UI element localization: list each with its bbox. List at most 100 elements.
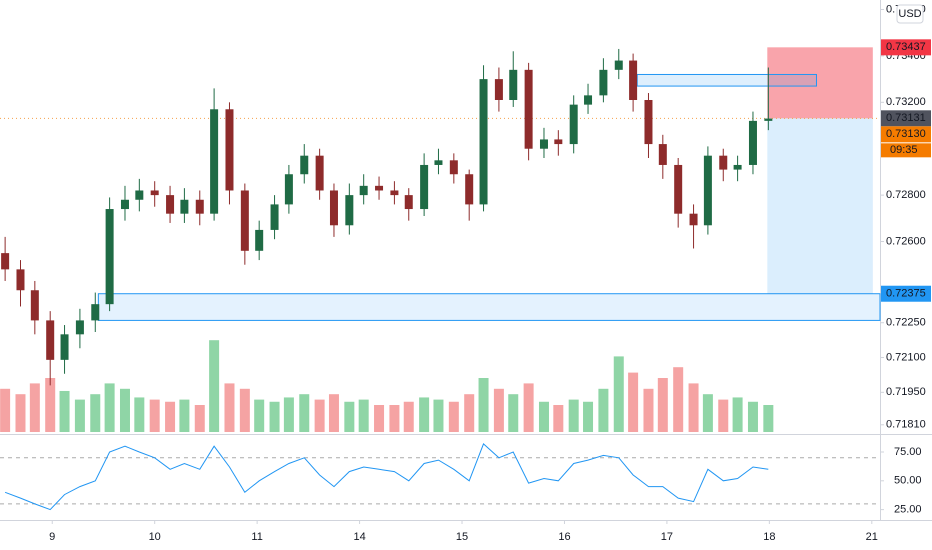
countdown: 09:35 <box>890 144 918 156</box>
entry-label-bg <box>881 110 931 127</box>
volume-bar <box>194 405 205 432</box>
volume-bar <box>239 388 250 432</box>
last-price-label-bg <box>881 126 931 143</box>
candle-body <box>449 160 458 175</box>
volume-bar <box>478 378 489 432</box>
volume-bar <box>583 401 594 432</box>
y-tick-label: 0.72250 <box>886 317 926 329</box>
volume-bar <box>419 397 430 432</box>
candle-body <box>240 190 249 251</box>
candle-body <box>255 229 264 251</box>
rsi-line <box>4 443 769 511</box>
x-tick-label: 21 <box>866 531 878 543</box>
x-tick-label: 14 <box>353 531 365 543</box>
candle-body <box>105 209 114 305</box>
volume-bar <box>179 399 190 432</box>
rsi-tick-label: 25.00 <box>894 504 922 516</box>
candle-body <box>150 190 159 196</box>
y-tick-label: 0.72600 <box>886 235 926 247</box>
zone <box>97 293 881 321</box>
candle-body <box>434 160 443 165</box>
x-tick-label: 10 <box>149 531 161 543</box>
y-tick-label: 0.72100 <box>886 351 926 363</box>
candle-body <box>524 69 533 149</box>
candle-body <box>329 190 338 226</box>
countdown-bg <box>881 143 931 158</box>
candle-body <box>375 185 384 191</box>
target-label-bg <box>881 285 931 302</box>
x-tick-label: 9 <box>49 531 55 543</box>
volume-bar <box>134 397 145 432</box>
x-tick-label: 15 <box>456 531 468 543</box>
y-tick-label: 0.73200 <box>886 96 926 108</box>
candle-body <box>345 195 354 226</box>
volume-bar <box>448 401 459 432</box>
y-tick-label: 0.71950 <box>886 386 926 398</box>
candle-body <box>75 320 84 335</box>
currency: USD <box>898 8 921 20</box>
volume-bar <box>732 397 743 432</box>
candle-body <box>539 139 548 149</box>
y-tick-label: 0.72800 <box>886 189 926 201</box>
candle-body <box>1 253 10 270</box>
entry-label: 0.73131 <box>886 112 926 124</box>
volume-bar <box>344 401 355 432</box>
candle-body <box>554 139 563 145</box>
x-tick-label: 17 <box>661 531 673 543</box>
position-risk <box>767 47 873 119</box>
volume-bar <box>374 405 385 432</box>
volume-bar <box>358 399 369 432</box>
candle-body <box>180 199 189 214</box>
candle-body <box>465 174 474 205</box>
candle-body <box>689 213 698 226</box>
candle-body <box>91 304 100 321</box>
x-tick-label: 18 <box>763 531 775 543</box>
volume-bar <box>314 399 325 432</box>
candle-body <box>30 290 39 321</box>
volume-bar <box>45 378 56 432</box>
candle-body <box>509 69 518 100</box>
volume-bar <box>464 394 475 432</box>
rsi-tick-label: 50.00 <box>894 475 922 487</box>
candle-body <box>719 155 728 170</box>
volume-bar <box>598 388 609 432</box>
candle-body <box>135 190 144 200</box>
candle-body <box>494 79 503 100</box>
candle-body <box>359 185 368 196</box>
last-price-label: 0.73130 <box>886 128 926 140</box>
stop-label-bg <box>881 39 931 56</box>
volume-bar <box>0 388 11 432</box>
volume-bar <box>209 340 220 432</box>
volume-bar <box>628 372 639 432</box>
volume-bar <box>269 401 280 432</box>
position-reward <box>767 118 873 294</box>
volume-bar <box>165 401 176 432</box>
candle-body <box>733 164 742 170</box>
candle-body <box>748 120 757 165</box>
candle-body <box>658 144 667 165</box>
candle-body <box>420 164 429 210</box>
x-tick-label: 11 <box>251 531 262 543</box>
volume-bar <box>15 394 26 432</box>
candle-body <box>270 204 279 230</box>
candle-body <box>569 104 578 145</box>
candle-body <box>315 155 324 191</box>
currency-badge <box>896 4 924 24</box>
volume-bar <box>119 388 130 432</box>
volume-bar <box>299 394 310 432</box>
candle-body <box>614 60 623 70</box>
volume-bar <box>224 383 235 432</box>
candle-body <box>195 199 204 214</box>
candle-body <box>300 155 309 175</box>
volume-bar <box>702 394 713 432</box>
volume-bar <box>328 394 339 432</box>
stop-label: 0.73437 <box>886 41 926 53</box>
volume-bar <box>283 397 294 432</box>
target-label: 0.72375 <box>886 288 926 300</box>
candle-body <box>764 118 773 121</box>
volume-bar <box>673 367 684 432</box>
volume-bar <box>763 405 774 432</box>
volume-bar <box>538 401 549 432</box>
volume-bar <box>149 399 160 432</box>
